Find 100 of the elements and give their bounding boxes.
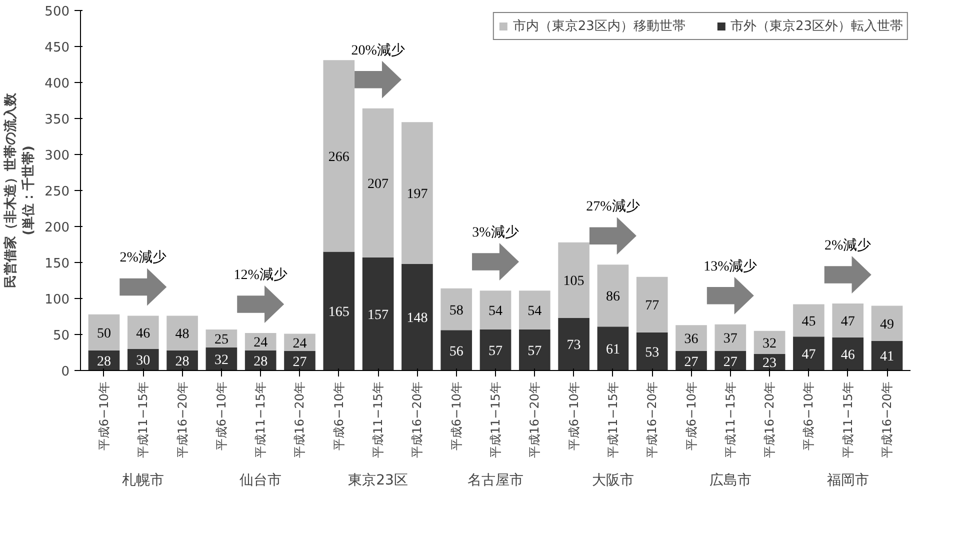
data-label: 23 <box>762 356 777 372</box>
bar <box>402 122 433 264</box>
bar <box>480 290 512 330</box>
y-tick-label: 250 <box>44 184 70 200</box>
bar <box>754 330 786 354</box>
data-label: 54 <box>488 304 502 320</box>
y-axis-title: 民営借家（非木造）世帯の流入数 (単位：千世帯) <box>2 92 37 288</box>
y-tick-label: 50 <box>52 328 70 344</box>
text: 名古屋市 <box>468 472 524 488</box>
y-tick-label: 450 <box>44 40 70 56</box>
bar <box>832 337 864 370</box>
data-label: 56 <box>449 344 464 360</box>
bar <box>402 264 433 370</box>
text: 札幌市 <box>122 472 164 488</box>
data-label: 47 <box>840 314 855 330</box>
bar <box>558 318 590 370</box>
annotation: 2%減少 <box>120 250 166 266</box>
data-label: 207 <box>368 176 389 192</box>
data-label: 50 <box>96 326 111 342</box>
data-label: 37 <box>723 332 738 347</box>
bar <box>88 314 120 350</box>
annotation: 13%減少 <box>704 258 758 274</box>
bar <box>518 290 550 330</box>
data-label: 32 <box>214 352 228 368</box>
data-label: 197 <box>406 187 428 202</box>
data-label: 73 <box>566 338 581 354</box>
data-label: 27 <box>292 354 307 370</box>
data-label: 28 <box>175 354 190 370</box>
bar <box>323 60 355 252</box>
data-label: 47 <box>802 348 816 363</box>
data-label: 30 <box>136 354 150 369</box>
bar <box>871 306 903 341</box>
data-label: 148 <box>406 311 428 326</box>
x-tick-label: 平成16−20年 <box>292 382 307 458</box>
x-tick-label: 平成6−10年 <box>214 381 228 450</box>
x-tick-label: 平成11−15年 <box>723 382 738 458</box>
annotation: 20%減少 <box>351 42 405 58</box>
bar <box>518 329 550 370</box>
bar <box>362 257 394 370</box>
data-label: 58 <box>449 303 464 318</box>
text: 広島市 <box>709 472 752 488</box>
data-label: 24 <box>292 336 307 352</box>
data-label: 28 <box>254 354 268 370</box>
data-label: 28 <box>96 354 111 370</box>
bar <box>480 329 512 370</box>
x-tick-label: 平成16−20年 <box>762 382 777 458</box>
x-tick-label: 平成6−10年 <box>332 381 346 450</box>
x-tick-label: 平成11−15年 <box>136 382 150 458</box>
data-label: 32 <box>762 336 777 352</box>
bar <box>714 351 746 370</box>
x-tick-label: 平成6−10年 <box>802 381 816 450</box>
data-label: 57 <box>528 344 542 359</box>
bar <box>636 332 668 370</box>
data-label: 86 <box>606 290 620 305</box>
bar <box>166 316 198 350</box>
data-label: 77 <box>645 298 660 314</box>
legend-label: 市外（東京23区外）転入世帯 <box>730 18 903 35</box>
annotation: 12%減少 <box>234 266 288 283</box>
data-label: 45 <box>802 314 816 330</box>
data-label: 54 <box>528 304 542 320</box>
bar <box>127 316 159 349</box>
bar <box>440 330 472 370</box>
x-tick-label: 平成6−10年 <box>566 381 581 450</box>
y-tick-label: 300 <box>44 148 70 164</box>
x-tick-label: 平成16−20年 <box>645 382 660 458</box>
data-label: 53 <box>645 345 660 360</box>
x-tick-label: 平成11−15年 <box>254 382 268 458</box>
x-tick-label: 平成6−10年 <box>449 381 464 450</box>
bar <box>871 340 903 370</box>
bar <box>676 351 707 370</box>
data-label: 27 <box>723 354 738 370</box>
y-tick-label: 0 <box>61 364 70 380</box>
bar <box>636 276 668 332</box>
data-label: 57 <box>488 344 502 359</box>
data-label: 61 <box>606 342 620 358</box>
x-tick-label: 平成16−20年 <box>880 382 894 458</box>
y-tick-label: 500 <box>44 4 70 20</box>
data-label: 27 <box>684 354 698 370</box>
bar <box>793 304 824 337</box>
data-label: 41 <box>880 350 894 365</box>
text: 仙台市 <box>240 472 282 488</box>
bar <box>440 288 472 330</box>
bar <box>714 324 746 352</box>
bar <box>832 304 864 338</box>
data-label: 46 <box>840 348 855 363</box>
data-label: 165 <box>328 305 350 320</box>
x-tick-label: 平成11−15年 <box>606 382 620 458</box>
bar <box>597 326 629 370</box>
y-tick-label: 150 <box>44 256 70 272</box>
x-tick-label: 平成16−20年 <box>410 382 424 458</box>
y-tick-label: 350 <box>44 112 70 128</box>
bar <box>793 336 824 370</box>
annotation: 3%減少 <box>472 224 519 240</box>
text: 大阪市 <box>592 472 634 488</box>
annotation: 27%減少 <box>586 198 640 215</box>
x-tick-label: 平成11−15年 <box>488 382 502 458</box>
x-tick-label: 平成6−10年 <box>684 381 698 450</box>
bar <box>676 325 707 352</box>
data-label: 49 <box>880 317 894 332</box>
data-label: 105 <box>563 274 584 290</box>
